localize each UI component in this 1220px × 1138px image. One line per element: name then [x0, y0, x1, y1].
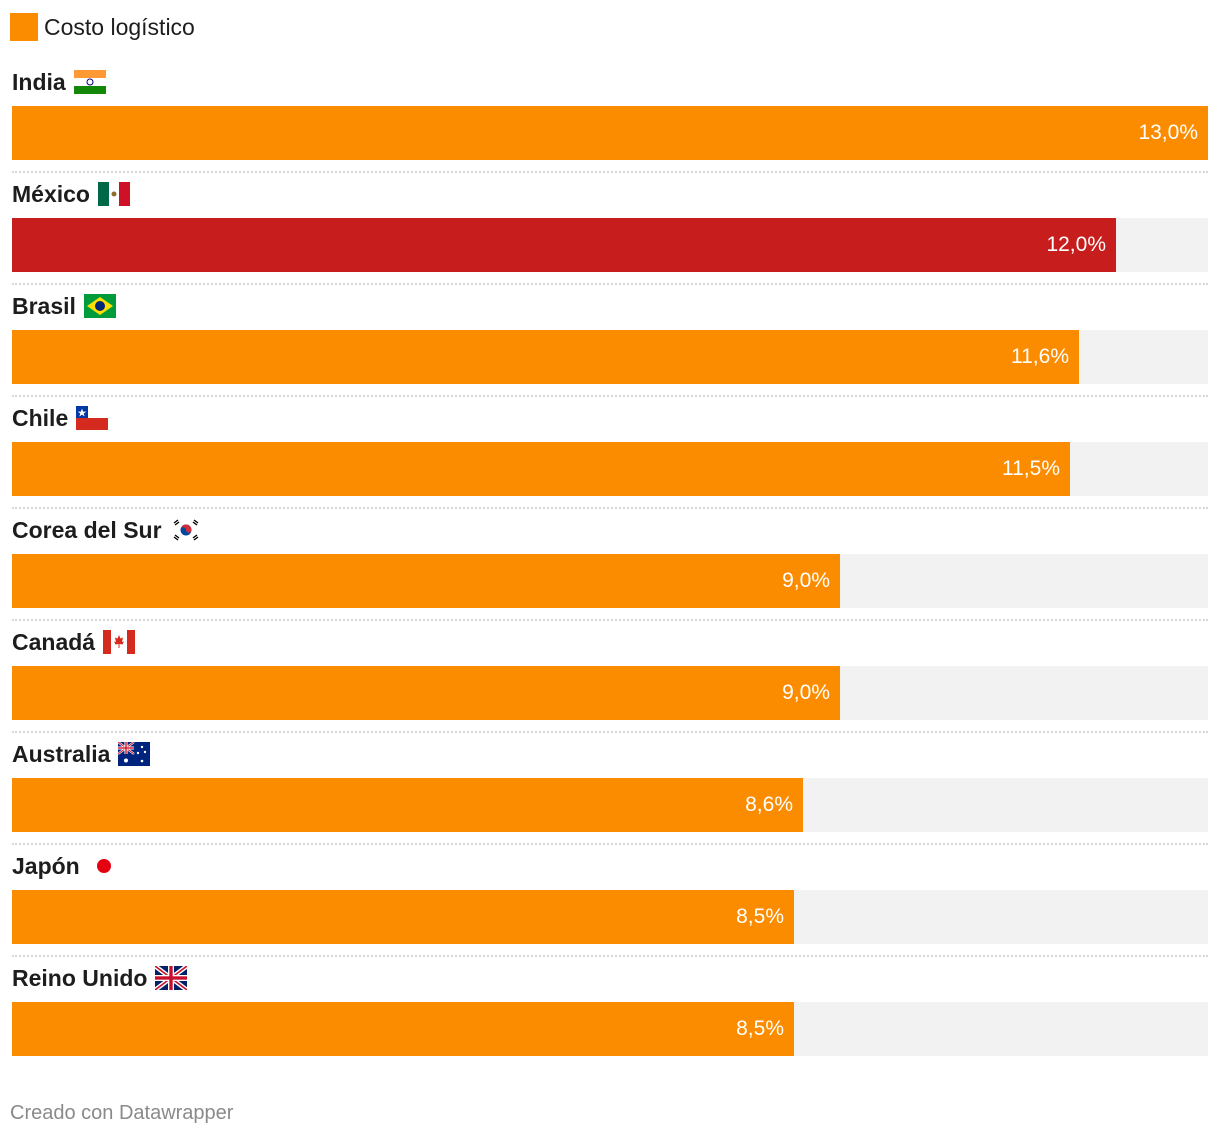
category-label: India — [12, 62, 106, 102]
bar-track: 13,0% — [12, 106, 1208, 160]
bar-row: Chile 11,5% — [12, 398, 1208, 510]
category-label-text: Canadá — [12, 628, 96, 655]
bar-row: Corea del Sur 9,0% — [12, 510, 1208, 622]
row-separator — [12, 843, 1208, 845]
bar-row: Brasil 11,6% — [12, 286, 1208, 398]
bar — [12, 666, 840, 720]
chile-flag-icon — [76, 406, 109, 430]
bar-value-label: 13,0% — [1138, 121, 1198, 144]
bar — [12, 778, 803, 832]
bar-row: Australia 8,6% — [12, 734, 1208, 846]
category-label: Brasil — [12, 286, 116, 326]
australia-flag-icon — [118, 742, 151, 766]
brazil-flag-icon — [83, 294, 116, 318]
bar-chart: India 13,0% México 12,0% Brasil 11,6% Chile 11,… — [12, 62, 1208, 1070]
india-flag-icon — [73, 70, 106, 94]
bar-track: 8,6% — [12, 778, 1208, 832]
bar — [12, 442, 1070, 496]
japan-flag-icon — [87, 854, 120, 878]
category-label: Chile — [12, 398, 109, 438]
bar — [12, 330, 1079, 384]
category-label: Reino Unido — [12, 958, 188, 998]
row-separator — [12, 171, 1208, 173]
bar-value-label: 8,5% — [736, 1017, 784, 1040]
category-label-text: Brasil — [12, 292, 76, 319]
category-label-text: Chile — [12, 404, 69, 431]
bar-value-label: 8,5% — [736, 905, 784, 928]
legend: Costo logístico — [10, 12, 195, 42]
bar-row: México 12,0% — [12, 174, 1208, 286]
category-label: Canadá — [12, 622, 136, 662]
footer-credit: Creado con Datawrapper — [10, 1102, 234, 1124]
row-separator — [12, 283, 1208, 285]
category-label: Japón — [12, 846, 120, 886]
row-separator — [12, 507, 1208, 509]
bar — [12, 218, 1116, 272]
bar-track: 11,5% — [12, 442, 1208, 496]
bar-row: Japón 8,5% — [12, 846, 1208, 958]
bar-value-label: 12,0% — [1046, 233, 1106, 256]
bar-track: 9,0% — [12, 666, 1208, 720]
south-korea-flag-icon — [169, 518, 202, 542]
category-label: Australia — [12, 734, 151, 774]
bar — [12, 554, 840, 608]
row-separator — [12, 955, 1208, 957]
bar-track: 11,6% — [12, 330, 1208, 384]
row-separator — [12, 731, 1208, 733]
bar-track: 8,5% — [12, 1002, 1208, 1056]
bar-row: Canadá 9,0% — [12, 622, 1208, 734]
bar-row: Reino Unido 8,5% — [12, 958, 1208, 1070]
mexico-flag-icon — [97, 182, 130, 206]
legend-label: Costo logístico — [44, 13, 195, 40]
bar-value-label: 11,6% — [1011, 345, 1069, 368]
uk-flag-icon — [155, 966, 188, 990]
category-label-text: Reino Unido — [12, 964, 148, 991]
canada-flag-icon — [103, 630, 136, 654]
bar-value-label: 9,0% — [782, 681, 830, 704]
category-label-text: India — [12, 68, 66, 95]
category-label: Corea del Sur — [12, 510, 202, 550]
row-separator — [12, 395, 1208, 397]
bar — [12, 890, 794, 944]
category-label-text: Japón — [12, 852, 80, 879]
bar-row: India 13,0% — [12, 62, 1208, 174]
bar-track: 9,0% — [12, 554, 1208, 608]
bar-value-label: 11,5% — [1002, 457, 1060, 480]
bar — [12, 106, 1208, 160]
bar-track: 12,0% — [12, 218, 1208, 272]
bar — [12, 1002, 794, 1056]
category-label-text: Corea del Sur — [12, 516, 162, 543]
category-label-text: Australia — [12, 740, 111, 767]
category-label-text: México — [12, 180, 90, 207]
category-label: México — [12, 174, 130, 214]
bar-track: 8,5% — [12, 890, 1208, 944]
bar-value-label: 9,0% — [782, 569, 830, 592]
bar-value-label: 8,6% — [745, 793, 793, 816]
legend-swatch — [10, 13, 38, 41]
row-separator — [12, 619, 1208, 621]
